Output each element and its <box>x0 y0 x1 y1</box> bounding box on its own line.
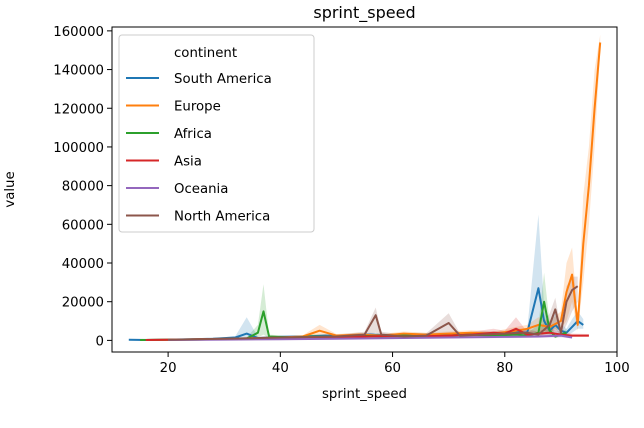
legend-box <box>118 34 315 233</box>
x-axis: 20 40 60 80 100 <box>160 352 630 376</box>
x-tick-label: 40 <box>272 361 289 376</box>
series-line-oceania <box>168 334 573 341</box>
x-axis-title: sprint_speed <box>322 387 407 402</box>
legend: continent South America Europe Africa Asia O… <box>118 34 315 233</box>
legend-label: Europe <box>174 100 221 115</box>
x-tick-label: 60 <box>384 361 401 376</box>
y-tick-label: 160000 <box>53 25 104 40</box>
y-axis-title: value <box>3 171 18 207</box>
series-band-0 <box>128 214 584 341</box>
x-tick-label: 20 <box>160 361 177 376</box>
legend-label: Africa <box>174 127 212 142</box>
legend-label: North America <box>174 210 270 225</box>
series-line-north-america <box>168 285 579 341</box>
x-tick-label: 80 <box>496 361 513 376</box>
y-tick-label: 140000 <box>53 64 104 79</box>
axes-frame <box>111 26 618 353</box>
y-axis: 0 20000 40000 60000 80000 100000 120000 140000 1… <box>53 25 112 349</box>
y-tick-label: 20000 <box>62 296 104 311</box>
legend-label: Oceania <box>174 182 228 197</box>
y-tick-label: 100000 <box>53 141 104 156</box>
legend-label: Asia <box>174 155 202 170</box>
y-tick-label: 80000 <box>62 180 104 195</box>
y-tick-label: 0 <box>96 334 104 349</box>
y-tick-label: 40000 <box>62 257 104 272</box>
x-tick-label: 100 <box>604 361 629 376</box>
legend-label: South America <box>174 72 272 87</box>
series-band-4 <box>168 332 573 341</box>
y-tick-label: 60000 <box>62 218 104 233</box>
plot-area <box>128 34 602 341</box>
chart-title: sprint_speed <box>313 3 415 23</box>
y-tick-label: 120000 <box>53 102 104 117</box>
legend-title: continent <box>174 46 237 61</box>
